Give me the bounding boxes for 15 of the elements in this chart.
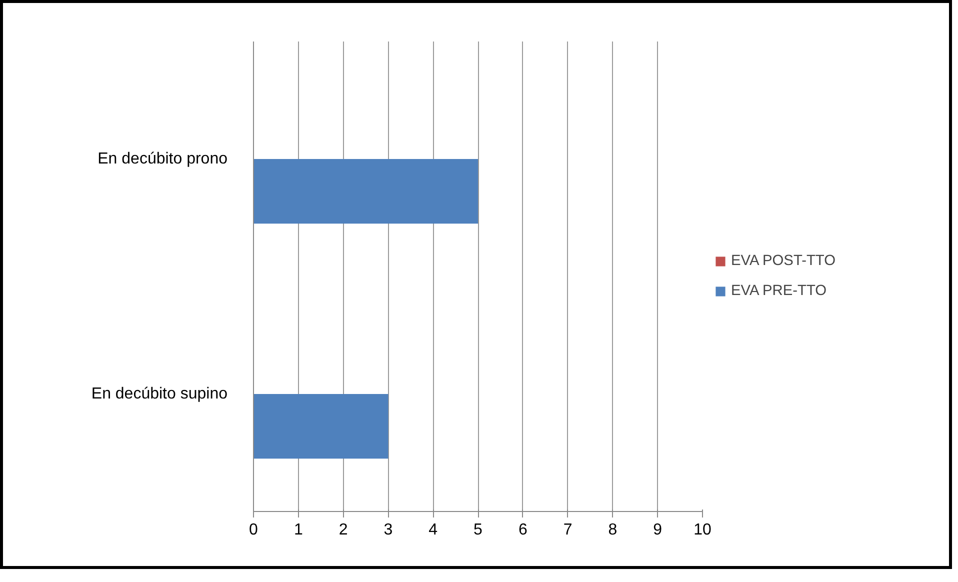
x-tick-label: 6 bbox=[518, 522, 528, 538]
y-tick-label: En decúbito supino bbox=[91, 386, 228, 402]
x-tick-label: 7 bbox=[563, 522, 572, 538]
x-tick-label: 2 bbox=[338, 522, 348, 538]
x-tick-label: 1 bbox=[294, 522, 303, 538]
x-tick-label: 0 bbox=[249, 522, 258, 538]
x-tick-label: 4 bbox=[428, 522, 438, 538]
x-tick-label: 8 bbox=[608, 522, 618, 538]
legend-label: EVA PRE-TTO bbox=[731, 283, 827, 299]
y-tick-label: En decúbito prono bbox=[98, 150, 228, 168]
x-tick-label: 10 bbox=[694, 522, 712, 538]
x-tick-label: 9 bbox=[653, 522, 662, 538]
x-tick-label: 3 bbox=[384, 522, 393, 538]
x-tick-label: 5 bbox=[474, 522, 483, 538]
legend-label: EVA POST-TTO bbox=[731, 253, 836, 269]
